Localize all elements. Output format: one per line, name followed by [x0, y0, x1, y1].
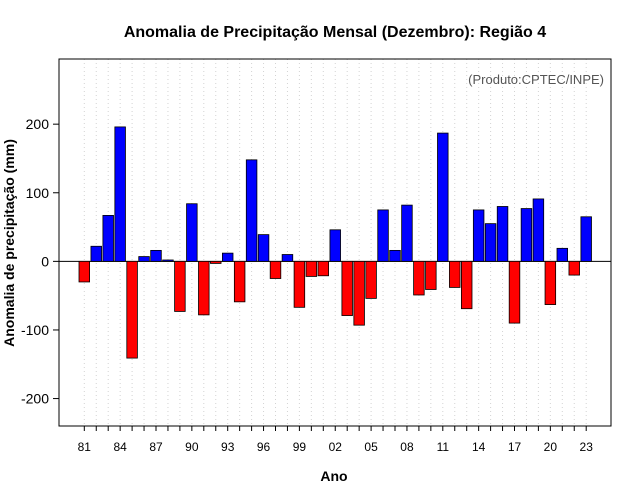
bar-2013 [460, 260, 473, 310]
bar-1989 [174, 260, 186, 312]
bar-2010 [425, 260, 437, 290]
bar-1999 [293, 260, 306, 308]
y-tick-label: 100 [26, 185, 50, 201]
chart-title: Anomalia de Precipitação Mensal (Dezembr… [124, 24, 546, 41]
y-axis: -200 -100 0 100 200 [21, 116, 59, 407]
y-tick-label: 0 [41, 253, 49, 269]
x-tick-label: 20 [544, 440, 558, 454]
y-tick-label: -200 [21, 391, 49, 407]
x-tick-label: 23 [580, 440, 594, 454]
x-tick-label: 14 [472, 440, 486, 454]
x-tick-label: 87 [149, 440, 163, 454]
bar-2011 [437, 132, 449, 262]
bar-2021 [556, 247, 569, 262]
credit-annotation: (Produto:CPTEC/INPE) [468, 72, 604, 87]
bar-1996 [257, 234, 270, 262]
bar-1982 [90, 245, 102, 262]
bar-2008 [401, 204, 413, 262]
bar-2002 [329, 229, 341, 262]
x-tick-label: 81 [78, 440, 92, 454]
bar-2007 [389, 249, 401, 262]
x-tick-label: 08 [400, 440, 414, 454]
bar-1991 [198, 260, 210, 316]
bar-2003 [341, 260, 353, 316]
x-axis-label: Ano [320, 468, 347, 484]
bar-2001 [317, 260, 330, 277]
bar-1997 [269, 260, 282, 279]
y-axis-label: Anomalia de precipitação (mm) [1, 139, 17, 347]
x-tick-label: 17 [508, 440, 522, 454]
bar-1998 [281, 254, 294, 262]
bar-2014 [472, 209, 485, 262]
bar-2020 [544, 260, 557, 305]
bar-2022 [568, 260, 580, 276]
x-tick-label: 90 [185, 440, 199, 454]
bar-2017 [508, 260, 521, 324]
bar-1984 [114, 126, 126, 262]
bar-2016 [496, 206, 509, 262]
bar-2023 [580, 216, 592, 262]
bar-2009 [413, 260, 425, 296]
bar-2004 [353, 260, 365, 326]
y-tick-label: 200 [26, 116, 50, 132]
x-tick-label: 93 [221, 440, 235, 454]
x-tick-label: 96 [257, 440, 271, 454]
bar-2000 [305, 260, 318, 277]
bar-2018 [520, 208, 533, 262]
x-axis: 81 84 87 90 93 96 99 02 05 08 11 14 17 20 23 [78, 426, 594, 454]
bar-2012 [449, 260, 461, 288]
bar-1993 [221, 252, 234, 262]
bar-1986 [138, 256, 150, 262]
bar-1983 [102, 215, 114, 262]
bar-2006 [377, 209, 389, 262]
bar-2019 [532, 198, 545, 262]
x-tick-label: 05 [364, 440, 378, 454]
bar-2005 [365, 260, 377, 299]
bars [78, 126, 592, 359]
x-tick-label: 84 [113, 440, 127, 454]
y-tick-label: -100 [21, 322, 49, 338]
bar-1990 [186, 203, 198, 262]
bar-1995 [245, 159, 258, 262]
x-tick-label: 02 [329, 440, 343, 454]
bar-1987 [150, 249, 162, 262]
x-tick-label: 99 [293, 440, 307, 454]
x-tick-label: 11 [437, 440, 450, 454]
bar-1985 [126, 260, 138, 359]
bar-1981 [78, 260, 91, 283]
bar-1994 [233, 260, 246, 303]
bar-1992 [210, 260, 222, 264]
bar-1988 [162, 259, 174, 262]
bar-2015 [484, 223, 497, 262]
